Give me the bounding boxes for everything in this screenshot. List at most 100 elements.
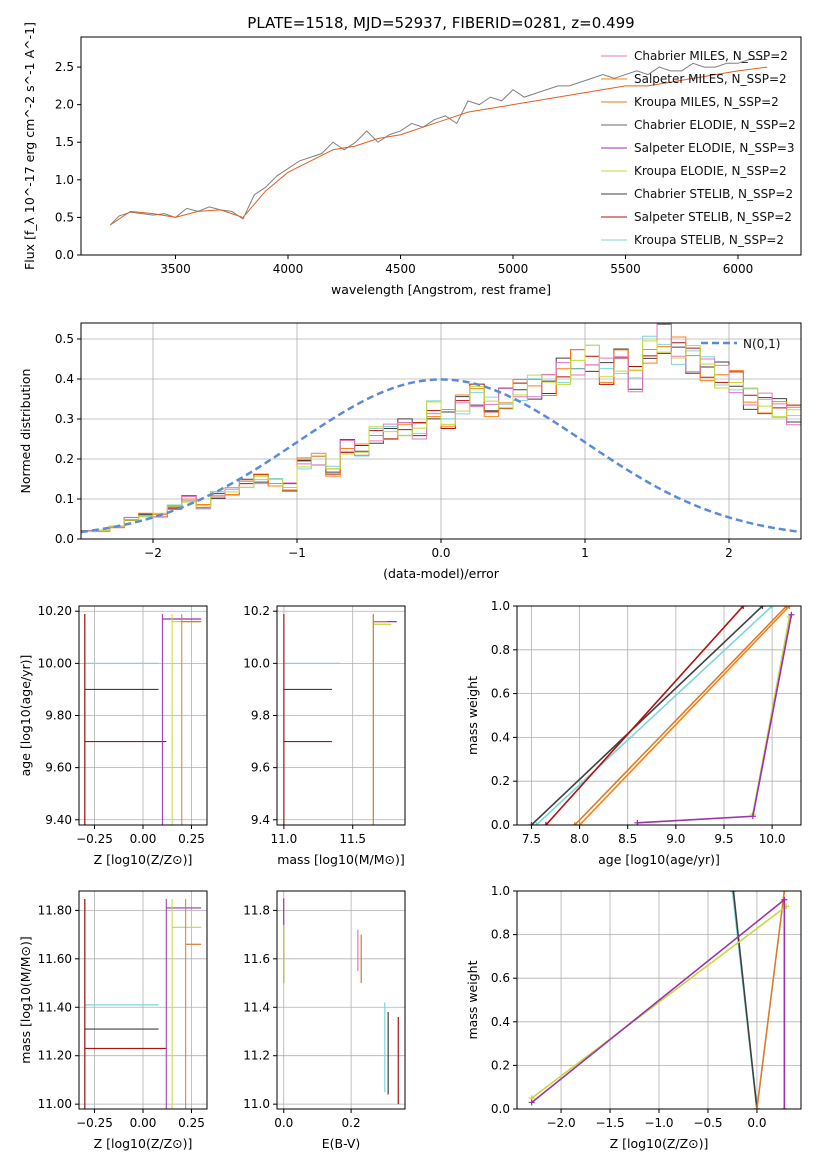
mass-age-xtick-label: 11.5: [339, 832, 366, 846]
age-weight-point-marker: [740, 606, 747, 609]
residuals-xtick-label: −1: [288, 546, 306, 560]
residuals-xlabel: (data-model)/error: [383, 566, 500, 581]
ebv-mass-xtick-label: 0.2: [342, 1116, 361, 1130]
mass-age-ytick-label: 10.0: [243, 656, 270, 670]
residuals-chart: N(0,1) −2 −1 0.0 1 2 0.0 0.1 0.2 0.3 0.4 0.5 (data-m…: [18, 322, 802, 581]
age-weight-point-marker: [528, 822, 535, 825]
ebv-mass-xtick-label: 0.0: [274, 1116, 293, 1130]
legend-label: Salpeter MILES, N_SSP=2: [634, 72, 787, 86]
spectrum-xtick-label: 4500: [385, 262, 416, 276]
spectrum-ytick-label: 0.0: [55, 248, 74, 262]
mass-age-ytick-label: 9.8: [251, 709, 270, 723]
z-weight-point-marker: [729, 891, 736, 894]
ebv-mass-chart: 0.0 0.2 11.0 11.2 11.4 11.6 11.8 E(B-V): [243, 890, 406, 1151]
z-age-xtick-label: 0.00: [130, 832, 157, 846]
age-weight-chart: 7.5 8.0 8.5 9.0 9.5 10.0 0.0 0.2 0.4 0.6 0.8 1.0 age…: [465, 599, 802, 867]
age-weight-point-marker: [571, 822, 578, 825]
legend-label: Chabrier STELIB, N_SSP=2: [634, 187, 793, 201]
residuals-ytick-label: 0.3: [55, 412, 74, 426]
spectrum-ytick-label: 2.5: [55, 60, 74, 74]
legend-label: Chabrier ELODIE, N_SSP=2: [634, 118, 796, 132]
age-weight-point-marker: [786, 606, 793, 609]
residuals-plot-area: [81, 323, 801, 539]
spectrum-series-line: [109, 66, 768, 226]
residuals-xtick-label: 2: [725, 546, 733, 560]
age-weight-ytick-label: 0.4: [491, 730, 510, 744]
spectrum-ytick-label: 1.5: [55, 135, 74, 149]
z-mass-ytick-label: 11.80: [38, 903, 72, 917]
ebv-mass-xlabel: E(B-V): [322, 1136, 361, 1151]
age-weight-xtick-label: 9.5: [714, 832, 733, 846]
z-mass-ytick-label: 11.60: [38, 952, 72, 966]
mass-age-plot-area: [283, 614, 397, 825]
ebv-mass-ytick-label: 11.4: [243, 1000, 270, 1014]
residuals-xtick-label: 0.0: [431, 546, 450, 560]
z-age-ytick-label: 9.40: [45, 813, 72, 827]
age-weight-plot-area: [528, 606, 795, 825]
z-age-xlabel: Z [log10(Z/Z⊙)]: [94, 852, 193, 867]
residuals-legend-label: N(0,1): [743, 337, 780, 351]
spectrum-xtick-label: 6000: [723, 262, 754, 276]
age-weight-ytick-label: 1.0: [491, 599, 510, 613]
age-weight-xlabel: age [log10(age/yr)]: [598, 852, 720, 867]
mass-age-ytick-label: 9.4: [251, 813, 270, 827]
z-weight-xtick-label: −1.0: [644, 1116, 673, 1130]
ebv-mass-plot-area: [283, 898, 399, 1105]
age-weight-ylabel: mass weight: [465, 676, 480, 755]
residuals-ytick-label: 0.2: [55, 452, 74, 466]
mass-age-ytick-label: 9.6: [251, 761, 270, 775]
ebv-mass-frame: [276, 890, 406, 1110]
age-weight-series-line: [637, 614, 793, 824]
z-weight-xtick-label: −1.5: [595, 1116, 624, 1130]
spectrum-ytick-label: 1.0: [55, 173, 74, 187]
z-weight-chart: −2.0 −1.5 −1.0 −0.5 0.0 0.0 0.2 0.4 0.6 0.8 1.0 Z […: [465, 884, 802, 1151]
z-age-plot-area: [84, 614, 202, 825]
residuals-ylabel: Normed distribution: [18, 369, 33, 494]
mass-age-ytick-label: 10.2: [243, 604, 270, 618]
z-weight-point-marker: [528, 1099, 535, 1106]
z-weight-ytick-label: 0.2: [491, 1058, 510, 1072]
z-weight-plot-area: [528, 891, 790, 1109]
spectrum-xtick-label: 3500: [160, 262, 191, 276]
z-weight-series-line: [756, 891, 786, 1109]
residuals-ytick-label: 0.0: [55, 532, 74, 546]
z-mass-ylabel: mass [log10(M/M⊙)]: [18, 936, 33, 1064]
z-mass-ytick-label: 11.20: [38, 1049, 72, 1063]
age-weight-series-line: [574, 606, 788, 825]
ebv-mass-ytick-label: 11.2: [243, 1049, 270, 1063]
legend-label: Kroupa ELODIE, N_SSP=2: [634, 164, 787, 178]
ebv-mass-ytick-label: 11.6: [243, 952, 270, 966]
ebv-mass-ytick-label: 11.0: [243, 1097, 270, 1111]
age-weight-series-line: [578, 606, 791, 825]
z-weight-ylabel: mass weight: [465, 960, 480, 1039]
age-weight-series-line: [545, 606, 744, 825]
spectrum-plot-area: [109, 59, 768, 226]
residuals-ytick-label: 0.1: [55, 492, 74, 506]
age-weight-frame: [516, 605, 802, 826]
z-weight-ytick-label: 0.0: [491, 1102, 510, 1116]
z-age-xtick-label: −0.25: [76, 832, 113, 846]
spectrum-xlabel: wavelength [Angstrom, rest frame]: [331, 282, 551, 297]
z-age-ytick-label: 10.20: [38, 604, 72, 618]
legend-label: Kroupa MILES, N_SSP=2: [634, 95, 779, 109]
z-age-chart: −0.25 0.00 0.25 9.40 9.60 9.80 10.00 10.20 Z [lo…: [18, 604, 208, 867]
age-weight-series-line: [535, 606, 773, 825]
z-weight-xlabel: Z [log10(Z/Z⊙)]: [610, 1136, 709, 1151]
spectrum-xtick-label: 5500: [610, 262, 641, 276]
mass-age-xtick-label: 11.0: [271, 832, 298, 846]
mass-age-chart: 11.0 11.5 9.4 9.6 9.8 10.0 10.2 mass [log10(M/M…: [243, 604, 406, 867]
z-weight-point-marker: [781, 896, 788, 903]
age-weight-xtick-label: 8.5: [618, 832, 637, 846]
z-weight-xtick-label: 0.0: [747, 1116, 766, 1130]
ebv-mass-ytick-label: 11.8: [243, 903, 270, 917]
z-weight-ytick-label: 0.8: [491, 928, 510, 942]
age-weight-point-marker: [542, 822, 549, 825]
z-mass-ytick-label: 11.40: [38, 1000, 72, 1014]
spectrum-chart: 3500 4000 4500 5000 5500 6000 0.0 0.5 1.0 1.5 2.0 2…: [22, 22, 802, 297]
spectrum-frame: [80, 36, 802, 256]
figure-title: PLATE=1518, MJD=52937, FIBERID=0281, z=0…: [247, 14, 634, 32]
age-weight-ytick-label: 0.8: [491, 643, 510, 657]
z-weight-point-marker: [753, 1106, 760, 1109]
residuals-normal-curve: [81, 378, 801, 534]
spectrum-series-line: [109, 59, 768, 226]
